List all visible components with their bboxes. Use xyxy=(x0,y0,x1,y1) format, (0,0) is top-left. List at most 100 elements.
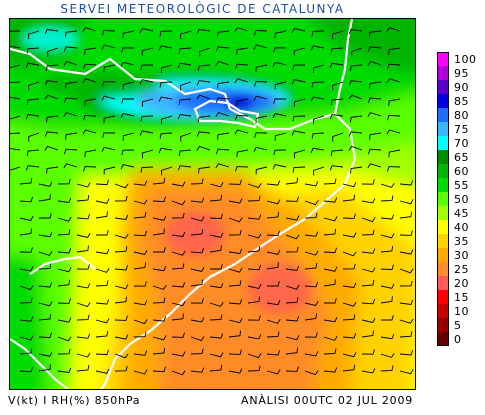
wind-barb xyxy=(76,333,91,339)
wind-barb xyxy=(247,334,262,340)
wind-barb xyxy=(267,281,280,287)
wind-barb xyxy=(329,62,344,68)
wind-barb xyxy=(57,178,71,185)
legend-label: 85 xyxy=(454,95,469,108)
wind-barb xyxy=(76,264,90,270)
wind-barb xyxy=(399,180,414,186)
wind-barb xyxy=(38,301,53,307)
wind-barb xyxy=(10,64,21,69)
wind-barb xyxy=(342,333,357,339)
wind-barb xyxy=(387,166,401,172)
wind-barb xyxy=(323,317,338,323)
wind-barb xyxy=(171,313,185,321)
wind-barb xyxy=(381,315,394,321)
wind-barb xyxy=(342,301,357,307)
wind-barb xyxy=(102,81,116,87)
wind-barb xyxy=(122,81,135,90)
wind-barb xyxy=(285,284,300,290)
wind-barb xyxy=(304,351,319,357)
wind-barb xyxy=(76,283,91,289)
wind-barb xyxy=(178,47,192,54)
wind-barb xyxy=(114,214,129,220)
wind-barb xyxy=(323,197,338,203)
legend-item-30: 30 xyxy=(437,248,485,262)
wind-barb xyxy=(323,279,336,287)
wind-barb xyxy=(342,352,357,358)
wind-barb xyxy=(57,279,71,287)
wind-barb xyxy=(209,364,223,372)
legend-item-90: 90 xyxy=(437,80,485,94)
wind-barb xyxy=(141,98,154,107)
legend-label: 80 xyxy=(454,109,469,122)
legend-swatch xyxy=(437,332,449,346)
wind-barb xyxy=(247,283,262,290)
wind-barb xyxy=(209,352,224,358)
wind-barb xyxy=(386,63,401,70)
wind-barb xyxy=(304,181,319,187)
wind-barb xyxy=(38,364,51,372)
wind-barb xyxy=(266,369,281,375)
wind-barb xyxy=(84,149,97,158)
wind-barb xyxy=(304,263,318,270)
wind-barb xyxy=(63,60,78,66)
wind-barb xyxy=(57,267,72,273)
wind-barb xyxy=(171,351,186,357)
wind-barb xyxy=(324,298,337,304)
wind-barb xyxy=(76,232,91,239)
wind-barb xyxy=(152,335,167,341)
wind-barb xyxy=(190,266,205,273)
wind-barb xyxy=(171,282,186,288)
wind-barb xyxy=(121,98,134,104)
wind-barb xyxy=(285,177,299,185)
wind-barb xyxy=(159,30,173,37)
wind-barb xyxy=(342,194,356,202)
wind-barb xyxy=(122,132,135,141)
wind-barb xyxy=(65,81,78,89)
wind-barb xyxy=(367,148,382,155)
wind-barb xyxy=(114,265,129,271)
wind-barb xyxy=(311,30,325,37)
legend-label: 45 xyxy=(454,207,469,220)
wind-barb xyxy=(266,300,281,306)
wind-barb xyxy=(304,281,319,288)
wind-barb xyxy=(190,247,205,254)
wind-barb xyxy=(114,233,129,239)
wind-barb xyxy=(361,317,376,324)
wind-barb xyxy=(76,182,91,188)
wind-barb xyxy=(57,216,72,222)
wind-barb xyxy=(196,145,211,151)
wind-barb xyxy=(342,182,357,188)
wind-barb xyxy=(57,317,72,323)
map-title: SERVEI METEOROLÒGIC DE CATALUNYA xyxy=(60,2,345,16)
legend-label: 55 xyxy=(454,179,469,192)
wind-barb xyxy=(247,246,261,253)
wind-barb xyxy=(190,229,204,236)
wind-barb xyxy=(323,367,338,373)
wind-barb xyxy=(255,64,268,73)
wind-barb xyxy=(28,132,40,142)
wind-barb xyxy=(140,115,154,122)
wind-barb xyxy=(369,81,382,89)
wind-barb xyxy=(139,79,154,85)
wind-barb xyxy=(114,315,128,321)
wind-barb xyxy=(253,95,268,101)
wind-barb xyxy=(291,79,306,85)
wind-barb xyxy=(266,318,281,324)
wind-barb xyxy=(310,45,325,51)
map-canvas xyxy=(10,19,415,389)
legend-item-95: 95 xyxy=(437,66,485,80)
wind-barb xyxy=(234,78,249,84)
legend-swatch xyxy=(437,66,449,80)
wind-barb xyxy=(38,351,53,357)
wind-barb xyxy=(266,331,280,338)
legend-swatch xyxy=(437,220,449,234)
wind-barb xyxy=(25,62,40,68)
wind-barb xyxy=(273,47,287,53)
legend-swatch xyxy=(437,52,449,66)
wind-barb xyxy=(140,166,154,173)
wind-barb xyxy=(367,163,382,169)
wind-barb xyxy=(190,348,204,355)
wind-barb xyxy=(25,165,40,171)
wind-barb xyxy=(64,30,78,38)
wind-barb xyxy=(312,64,325,74)
